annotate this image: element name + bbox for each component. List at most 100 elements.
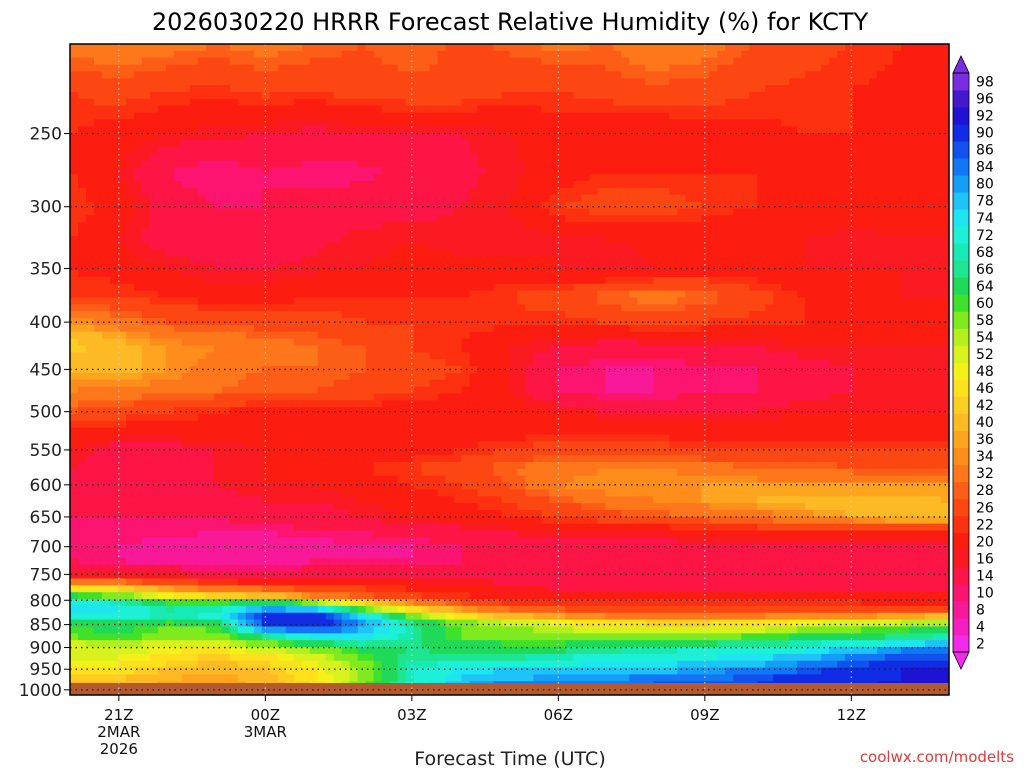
rh-cell xyxy=(549,153,559,162)
rh-cell xyxy=(357,98,367,107)
rh-cell xyxy=(349,256,359,264)
rh-cell xyxy=(925,290,934,299)
rh-cell xyxy=(429,167,439,175)
rh-cell xyxy=(141,263,151,271)
rh-cell xyxy=(149,64,159,73)
rh-cell xyxy=(397,126,407,134)
rh-cell xyxy=(181,105,191,114)
rh-cell xyxy=(253,222,263,230)
rh-cell xyxy=(101,208,111,216)
rh-cell xyxy=(277,270,287,278)
rh-cell xyxy=(597,311,606,319)
rh-cell xyxy=(685,44,694,52)
rh-cell xyxy=(765,311,774,319)
rh-cell xyxy=(141,249,151,258)
rh-cell xyxy=(661,194,670,203)
rh-cell xyxy=(517,235,527,244)
rh-cell xyxy=(829,153,838,162)
rh-cell xyxy=(557,249,567,258)
rh-cell xyxy=(933,146,942,155)
rh-cell xyxy=(245,146,255,155)
rh-cell xyxy=(165,263,175,271)
rh-cell xyxy=(325,215,335,223)
rh-cell xyxy=(565,235,575,244)
rh-cell xyxy=(597,324,606,333)
rh-cell xyxy=(165,78,175,86)
rh-cell xyxy=(173,249,183,258)
rh-cell xyxy=(309,160,319,168)
rh-cell xyxy=(573,167,583,175)
rh-cell xyxy=(453,201,463,210)
rh-cell xyxy=(205,64,215,73)
rh-cell xyxy=(637,64,646,73)
rh-cell xyxy=(693,153,702,162)
rh-cell xyxy=(789,85,798,93)
rh-cell xyxy=(605,50,614,59)
rh-cell xyxy=(797,167,806,175)
rh-cell xyxy=(509,283,519,292)
rh-cell xyxy=(813,331,822,340)
rh-cell xyxy=(725,201,734,210)
rh-cell xyxy=(213,338,223,347)
rh-cell xyxy=(829,146,838,155)
rh-cell xyxy=(741,112,750,120)
rh-cell xyxy=(501,229,511,237)
rh-cell xyxy=(525,222,535,230)
rh-cell xyxy=(70,112,79,120)
rh-cell xyxy=(165,187,175,196)
rh-cell xyxy=(405,85,415,93)
rh-cell xyxy=(221,324,231,333)
rh-cell xyxy=(733,222,742,230)
rh-cell xyxy=(941,249,949,258)
rh-cell xyxy=(509,167,519,175)
rh-cell xyxy=(941,126,949,134)
rh-cell xyxy=(637,304,646,312)
rh-cell xyxy=(629,256,638,264)
rh-cell xyxy=(333,64,343,73)
rh-cell xyxy=(317,139,327,148)
rh-cell xyxy=(165,181,175,189)
rh-cell xyxy=(637,71,646,79)
rh-cell xyxy=(565,263,575,271)
rh-cell xyxy=(765,276,774,285)
rh-cell xyxy=(885,91,894,100)
rh-cell xyxy=(901,229,910,237)
rh-cell xyxy=(845,181,854,189)
rh-cell xyxy=(501,283,511,292)
rh-cell xyxy=(93,290,103,299)
rh-cell xyxy=(149,44,159,52)
rh-cell xyxy=(605,242,614,251)
rh-cell xyxy=(917,91,926,100)
rh-cell xyxy=(245,201,255,210)
rh-cell xyxy=(901,201,910,210)
rh-cell xyxy=(309,290,319,299)
rh-cell xyxy=(245,153,255,162)
rh-cell xyxy=(365,98,375,107)
rh-cell xyxy=(413,139,423,148)
rh-cell xyxy=(261,256,271,264)
rh-cell xyxy=(853,304,862,312)
rh-cell xyxy=(773,187,782,196)
rh-cell xyxy=(869,345,878,353)
rh-cell xyxy=(725,167,734,175)
rh-cell xyxy=(397,249,407,258)
rh-cell xyxy=(909,50,918,59)
rh-cell xyxy=(181,345,191,353)
rh-cell xyxy=(589,201,598,210)
rh-cell xyxy=(805,160,814,168)
rh-cell xyxy=(621,126,630,134)
rh-cell xyxy=(461,50,471,59)
rh-cell xyxy=(885,181,894,189)
rh-cell xyxy=(165,85,175,93)
rh-cell xyxy=(629,194,638,203)
rh-cell xyxy=(589,174,598,182)
rh-cell xyxy=(77,139,87,148)
rh-cell xyxy=(685,229,694,237)
rh-cell xyxy=(405,338,415,347)
rh-cell xyxy=(621,297,630,305)
rh-cell xyxy=(397,105,407,114)
rh-cell xyxy=(917,297,926,305)
rh-cell xyxy=(205,208,215,216)
rh-cell xyxy=(70,187,79,196)
rh-cell xyxy=(861,57,870,66)
